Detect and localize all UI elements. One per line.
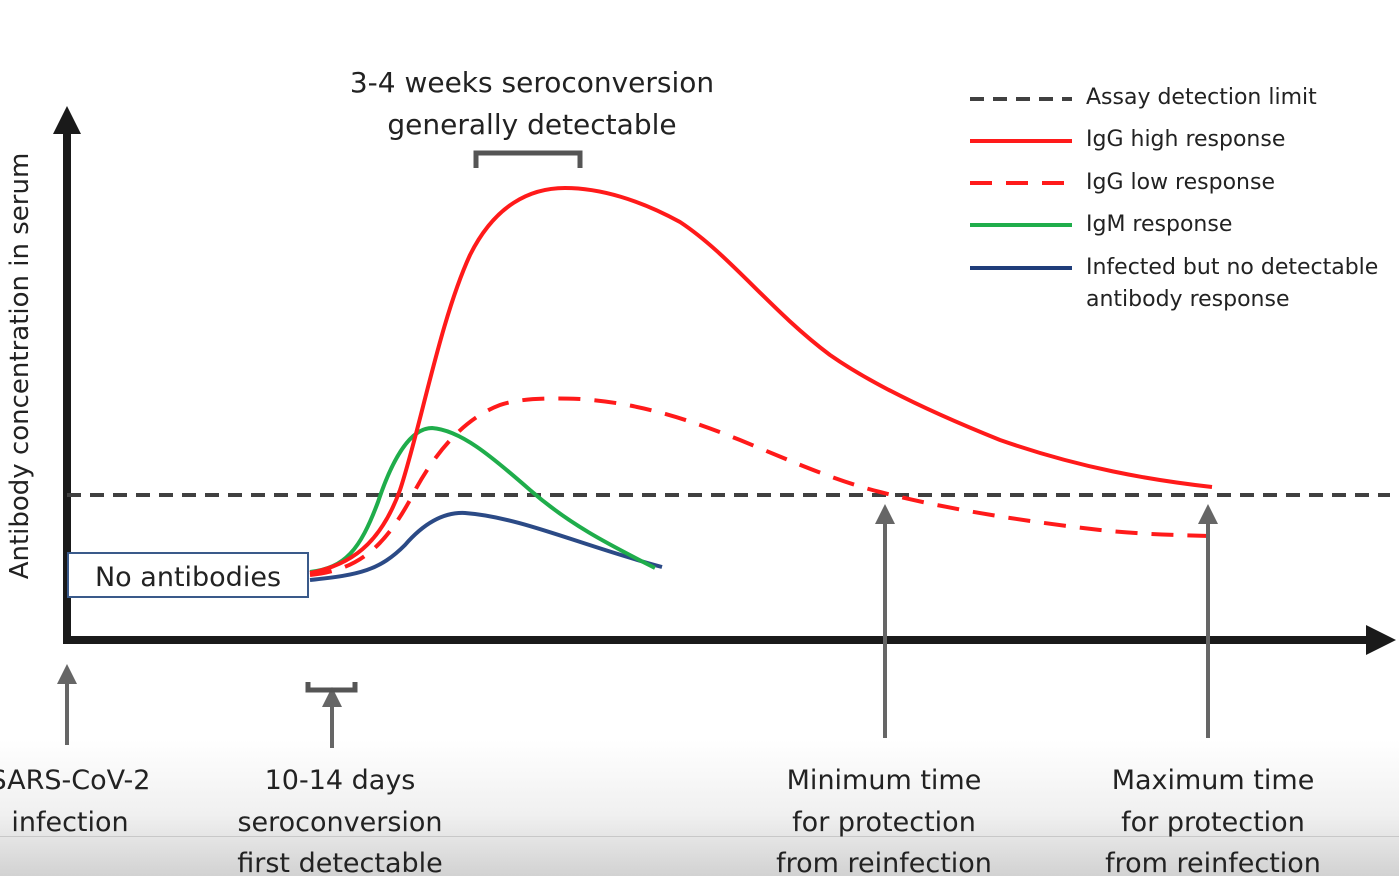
peak-annotation-line-2: generally detectable [387,108,676,141]
peak-annotation-line-1: 3-4 weeks seroconversion [350,66,714,99]
legend-label-detection-limit: Assay detection limit [1086,85,1317,110]
first-detectable-label-line-2: seroconversion [237,807,442,838]
min-protection-label-line-3: from reinfection [776,848,992,876]
max-protection-label-line-2: for protection [1121,807,1305,838]
legend-label-igg-low: IgG low response [1086,170,1275,195]
igg-high-curve [309,185,1213,575]
min-protection-label: Minimum time for protection from reinfec… [776,765,992,876]
igm-response-curve [309,425,656,574]
max-protection-label: Maximum time for protection from reinfec… [1105,765,1321,876]
y-axis-label: Antibody concentration in serum [5,153,35,580]
legend: Assay detection limit IgG high response … [970,85,1378,312]
bottom-fade [0,740,1399,876]
igg-low-curve [309,396,1211,577]
infection-label-line-1: SARS-CoV-2 [0,765,150,796]
x-axis-arrowhead [1366,625,1396,655]
first-detectable-bracket [305,682,358,693]
fade-divider [0,836,1399,837]
peak-annotation: 3-4 weeks seroconversion generally detec… [350,66,714,168]
infection-label-line-2: infection [11,807,128,838]
first-detectable-label-line-1: 10-14 days [265,765,416,796]
no-response-curve [309,510,663,582]
min-protection-label-line-2: for protection [792,807,976,838]
peak-bracket [473,150,583,168]
max-protection-label-line-3: from reinfection [1105,848,1321,876]
no-antibodies-box: No antibodies [67,552,309,598]
no-antibodies-label: No antibodies [95,562,281,593]
y-axis-arrowhead [53,106,81,134]
first-detectable-label: 10-14 days seroconversion first detectab… [237,765,443,876]
legend-label-igm: IgM response [1086,212,1232,237]
max-protection-label-line-1: Maximum time [1112,765,1315,796]
legend-label-igg-high: IgG high response [1086,127,1285,152]
first-detectable-label-line-3: first detectable [237,848,443,876]
infection-label: SARS-CoV-2 infection [0,765,150,838]
legend-label-no-response-line-1: Infected but no detectable [1086,255,1378,280]
min-protection-label-line-1: Minimum time [787,765,982,796]
legend-label-no-response-line-2: antibody response [1086,287,1290,312]
